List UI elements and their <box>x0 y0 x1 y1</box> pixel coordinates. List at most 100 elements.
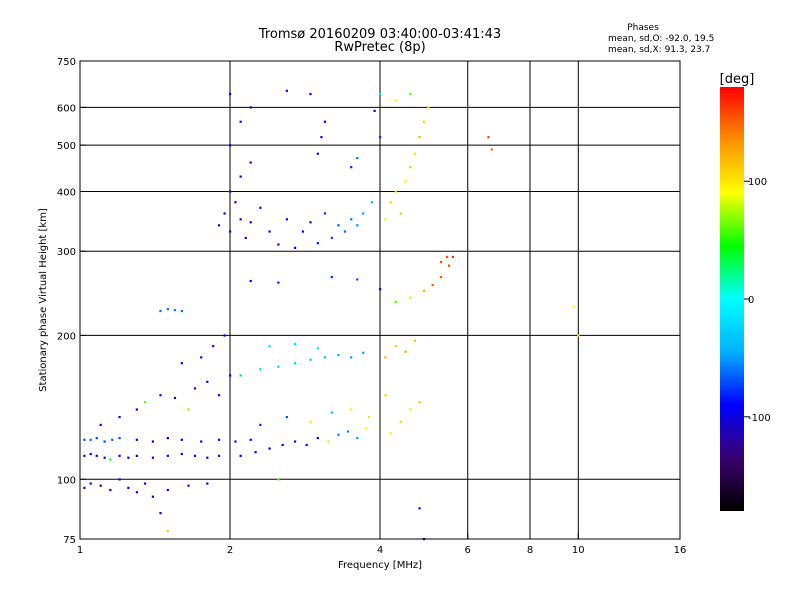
x-tick-label: 16 <box>674 545 687 556</box>
data-point <box>268 345 271 348</box>
data-point <box>244 236 247 240</box>
data-point <box>384 218 387 221</box>
data-point <box>234 440 237 443</box>
data-point <box>180 309 183 313</box>
data-point <box>193 387 197 390</box>
data-point <box>399 420 402 423</box>
data-point <box>229 144 232 147</box>
scatter-points <box>83 89 580 541</box>
data-point <box>206 380 209 383</box>
data-point <box>217 394 221 397</box>
data-point <box>293 342 297 346</box>
data-point <box>109 458 112 461</box>
data-point <box>413 152 417 155</box>
data-point <box>350 166 353 169</box>
data-point <box>451 255 455 259</box>
data-point <box>431 283 434 287</box>
data-point <box>365 427 368 430</box>
y-tick-label: 200 <box>57 331 76 342</box>
data-point <box>281 443 284 447</box>
data-point <box>166 488 169 492</box>
data-point <box>389 201 392 204</box>
data-point <box>316 436 319 440</box>
data-point <box>212 345 215 348</box>
data-point <box>118 478 121 481</box>
data-point <box>399 212 402 215</box>
x-axis-label: Frequency [MHz] <box>338 560 422 571</box>
data-point <box>422 120 426 123</box>
data-point <box>159 512 162 515</box>
data-point <box>346 430 350 433</box>
data-point <box>89 482 92 485</box>
data-point <box>490 148 493 151</box>
data-point <box>277 478 280 481</box>
data-point <box>327 440 330 443</box>
data-point <box>109 488 112 492</box>
data-point <box>143 401 147 404</box>
data-point <box>143 482 147 485</box>
data-point <box>89 452 92 456</box>
data-point <box>293 440 297 443</box>
data-point <box>409 296 412 299</box>
data-point <box>118 436 121 440</box>
data-point <box>223 212 226 215</box>
y-tick-label: 500 <box>57 141 76 152</box>
data-point <box>239 374 242 377</box>
data-point <box>409 166 412 169</box>
data-point <box>445 255 449 259</box>
data-point <box>389 431 392 435</box>
data-point <box>259 423 262 427</box>
data-point <box>367 415 371 419</box>
data-point <box>309 92 312 96</box>
data-point <box>254 451 257 454</box>
data-point <box>337 224 340 227</box>
y-tick-label: 300 <box>57 247 76 258</box>
phases-mean-o: mean, sd,O: -92.0, 19.5 <box>608 34 714 44</box>
y-tick-label: 75 <box>63 535 76 546</box>
data-point <box>427 106 430 109</box>
data-point <box>206 482 209 485</box>
data-point <box>379 92 382 96</box>
data-point <box>301 230 305 233</box>
data-point <box>223 334 226 337</box>
data-point <box>200 440 203 443</box>
data-point <box>135 408 138 411</box>
data-point <box>439 275 443 279</box>
phases-mean-x: mean, sd,X: 91.3, 23.7 <box>608 45 710 55</box>
data-point <box>95 436 98 440</box>
data-point <box>268 230 271 233</box>
y-tick-label: 400 <box>57 187 76 198</box>
data-point <box>487 136 490 139</box>
data-point <box>229 374 232 377</box>
colorbar-label: [deg] <box>720 72 755 87</box>
data-point <box>173 396 177 400</box>
grid-lines <box>80 61 680 539</box>
data-point <box>337 433 340 436</box>
data-point <box>249 438 252 441</box>
data-point <box>356 278 359 281</box>
data-point <box>305 443 308 447</box>
data-point <box>413 339 417 342</box>
data-point <box>83 486 86 489</box>
data-point <box>404 180 407 183</box>
data-point <box>135 454 138 457</box>
data-point <box>323 356 327 359</box>
data-point <box>394 345 397 348</box>
data-point <box>323 120 327 123</box>
data-point <box>330 411 333 414</box>
data-point <box>239 175 242 178</box>
data-point <box>350 408 353 411</box>
data-point <box>316 242 319 245</box>
data-point <box>239 218 242 221</box>
data-point <box>95 454 98 457</box>
data-point <box>277 243 280 246</box>
data-point <box>323 212 327 215</box>
y-axis-ticks: 75 100 200 300 400 500 600 750 <box>57 57 86 546</box>
data-point <box>103 456 106 459</box>
data-point <box>89 438 92 441</box>
data-point <box>330 236 333 240</box>
data-point <box>418 401 421 404</box>
data-point <box>330 275 333 279</box>
data-point <box>379 288 382 291</box>
data-point <box>217 224 221 227</box>
